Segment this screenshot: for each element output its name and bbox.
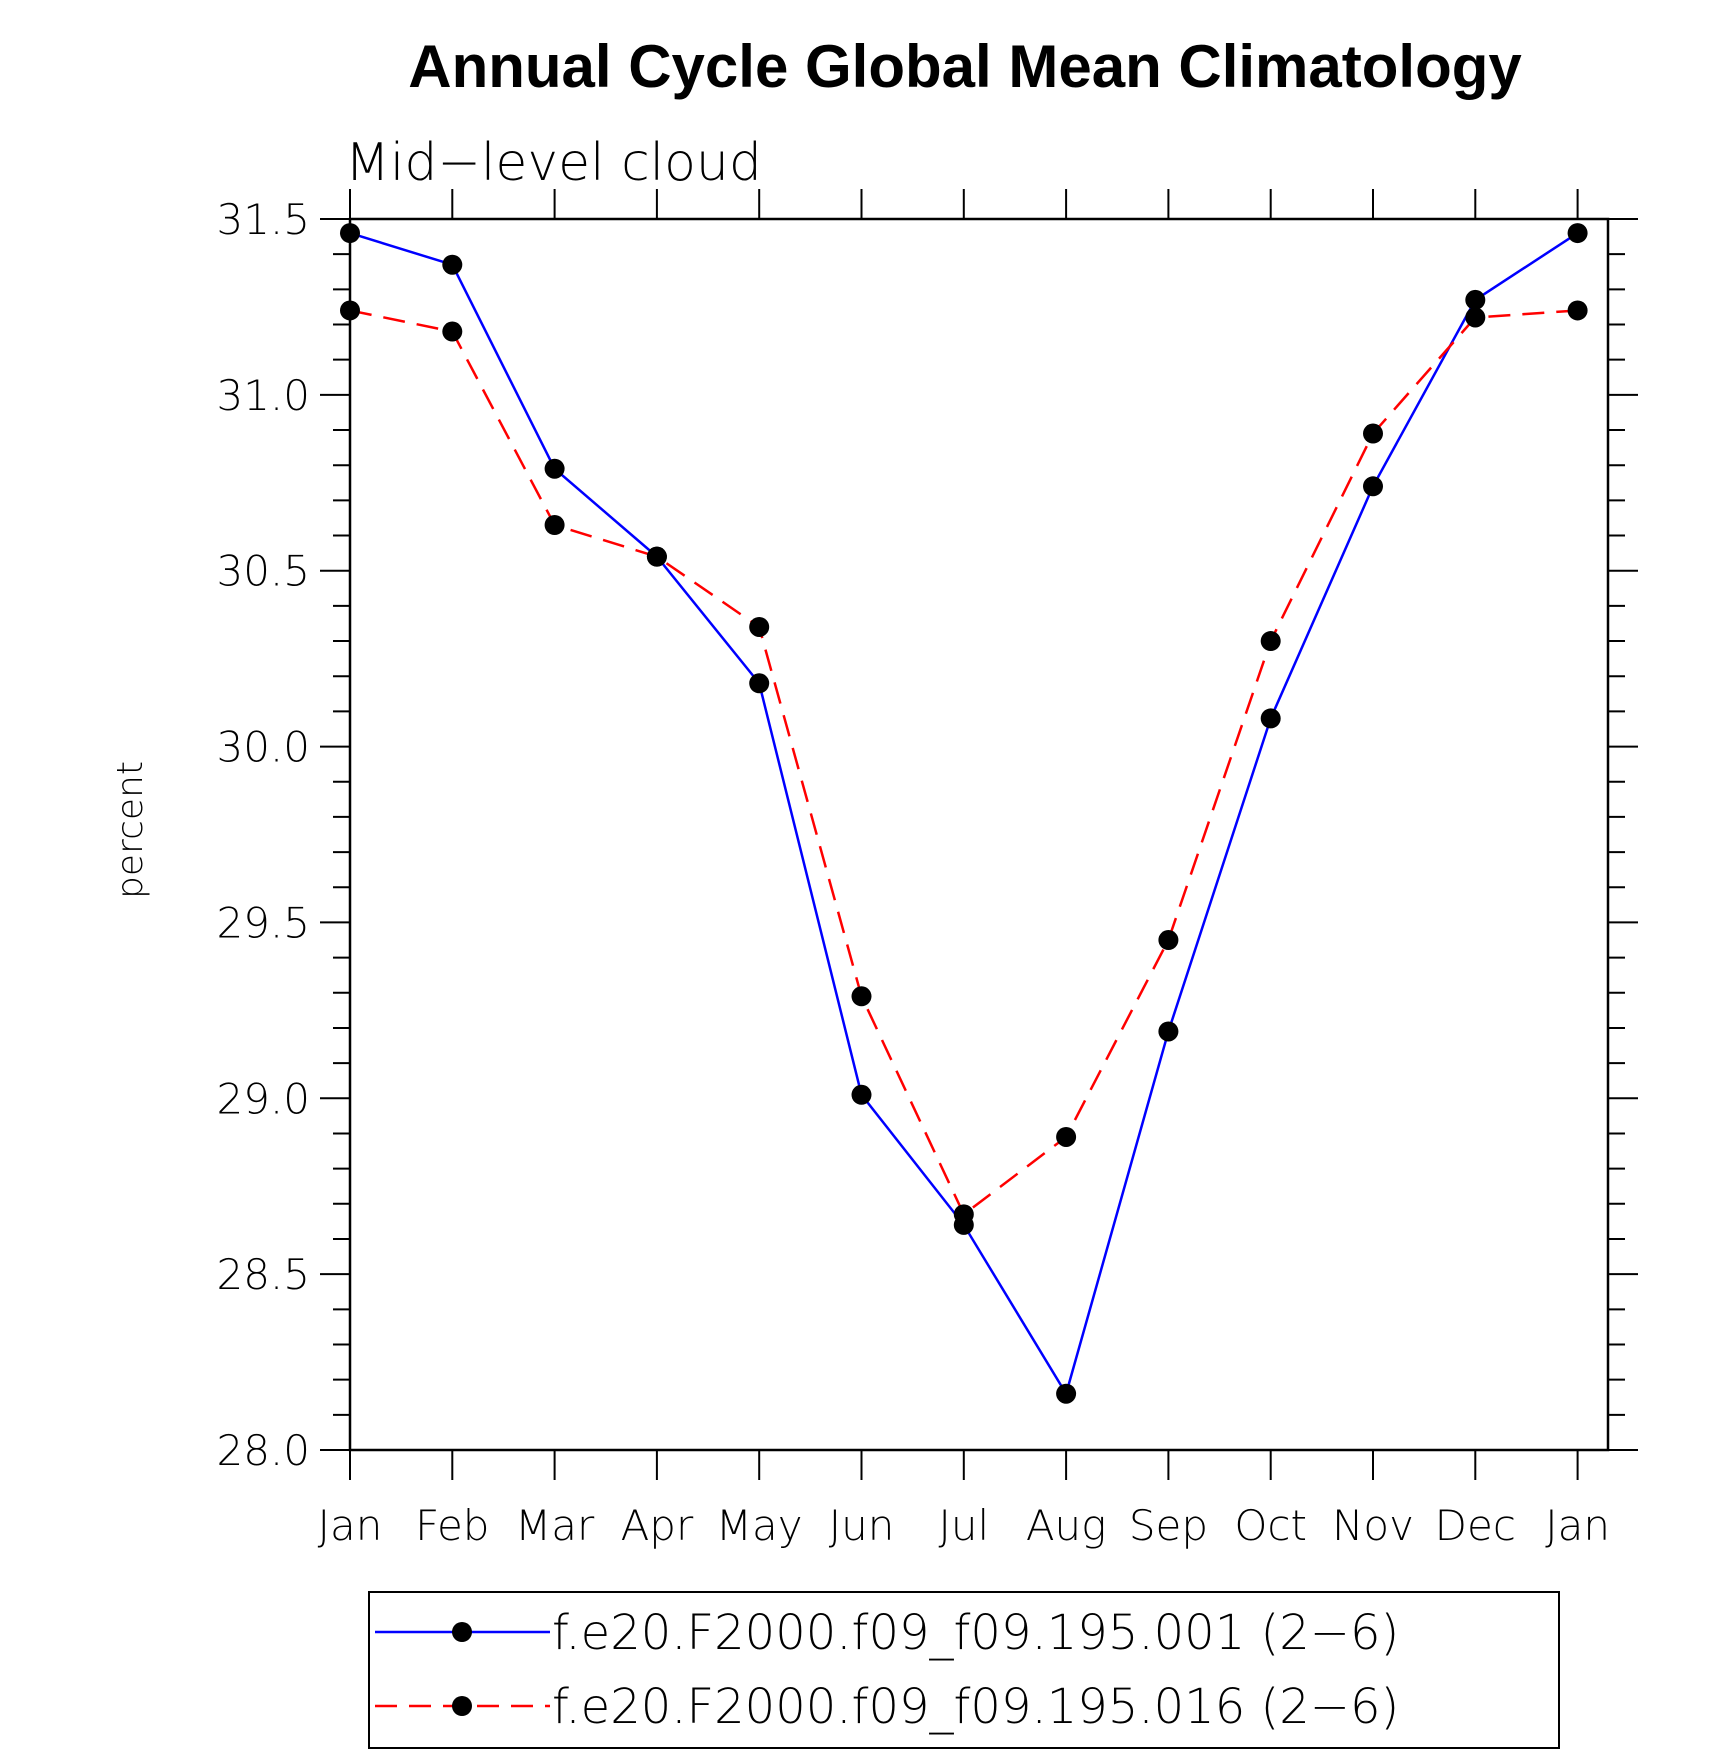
series-1-point — [851, 1084, 872, 1105]
y-tick-label: 30.5 — [216, 547, 310, 596]
legend: f.e20.F2000.f09_f09.195.001 (2−6) f.e20.F… — [375, 1605, 1399, 1735]
series-1-point — [1260, 708, 1281, 729]
y-tick-label: 28.0 — [216, 1426, 310, 1475]
series-2-point — [1465, 307, 1486, 328]
x-tick-label: Apr — [621, 1501, 694, 1550]
chart-subtitle: Mid−level cloud — [345, 133, 762, 193]
x-tick-label: Mar — [515, 1501, 595, 1550]
x-tick-label: Jan — [318, 1501, 383, 1550]
y-tick-label: 30.0 — [216, 723, 310, 772]
series-2-point — [851, 986, 872, 1007]
legend-label-1: f.e20.F2000.f09_f09.195.001 (2−6) — [552, 1605, 1399, 1661]
series-1-point — [340, 223, 360, 244]
x-tick-label: Jan — [1545, 1501, 1610, 1550]
series-2-point — [340, 300, 360, 321]
series-2-point — [1158, 930, 1179, 951]
y-tick-label: 28.5 — [216, 1250, 310, 1299]
x-tick-label: May — [716, 1501, 803, 1550]
y-axis-label: percent — [110, 761, 151, 899]
x-tick-label: Jun — [829, 1501, 895, 1550]
x-tick-label: Aug — [1026, 1501, 1107, 1550]
series-2-point — [646, 546, 667, 567]
x-tick-label: Feb — [415, 1501, 489, 1550]
y-tick-label: 31.0 — [216, 371, 310, 420]
y-tick-label: 31.5 — [216, 195, 310, 244]
series-2-point — [1363, 423, 1383, 444]
x-tick-label: Oct — [1234, 1501, 1307, 1550]
y-tick-label: 29.0 — [216, 1074, 310, 1123]
series-1-point — [1567, 223, 1588, 244]
series-1-point — [749, 673, 770, 694]
x-tick-labels: Jan Feb Mar Apr May Jun Jul Aug Sep Oct Nov Dec Jan — [318, 1501, 1610, 1550]
legend-marker-1 — [452, 1622, 472, 1642]
x-tick-label: Nov — [1332, 1501, 1414, 1550]
series-1-point — [1158, 1021, 1179, 1042]
y-tick-labels: 28.0 28.5 29.0 29.5 30.0 30.5 31.0 31.5 — [216, 195, 310, 1475]
y-tick-label: 29.5 — [216, 898, 310, 947]
series-2-point — [1567, 300, 1588, 321]
legend-box — [368, 1591, 1560, 1749]
series-2-point — [953, 1204, 974, 1225]
x-tick-label: Sep — [1129, 1501, 1208, 1550]
series-1-point — [1465, 289, 1486, 310]
x-tick-label: Dec — [1435, 1501, 1516, 1550]
legend-marker-2 — [452, 1696, 472, 1716]
series-1-point — [544, 458, 565, 479]
legend-label-2: f.e20.F2000.f09_f09.195.016 (2−6) — [552, 1679, 1399, 1735]
series-2-point — [1056, 1126, 1077, 1147]
chart-title: Annual Cycle Global Mean Climatology — [408, 33, 1522, 100]
series-2-point — [1260, 631, 1281, 652]
series-1-point — [442, 254, 463, 275]
series-layer — [340, 223, 1588, 1404]
plot-frame — [348, 217, 1610, 1452]
x-tick-label: Jul — [938, 1501, 989, 1550]
series-line-2 — [349, 309, 1578, 1217]
series-1-point — [1056, 1383, 1077, 1404]
series-2-point — [544, 514, 565, 535]
axis-ticks — [320, 189, 1638, 1480]
series-2-point — [749, 616, 770, 637]
series-2-point — [442, 321, 463, 342]
series-1-point — [1363, 476, 1383, 497]
